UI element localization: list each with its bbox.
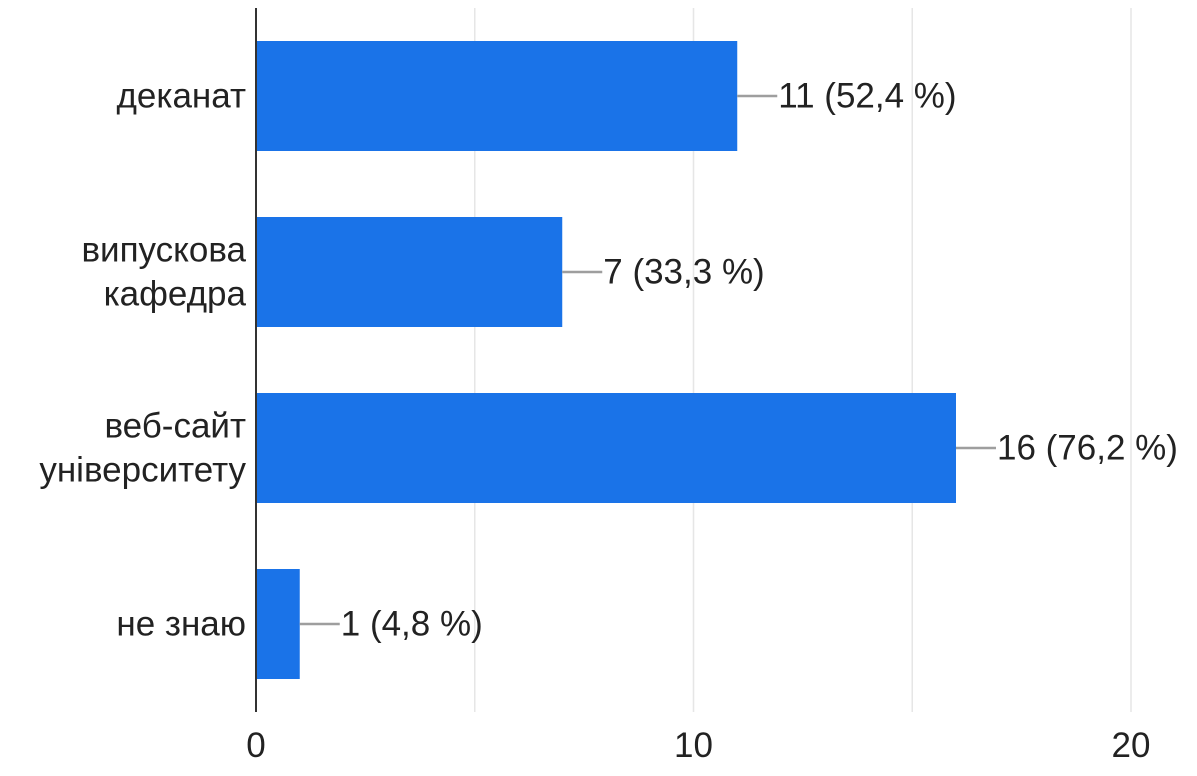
x-tick-label: 20 (1112, 726, 1151, 765)
category-label: випускова кафедра (81, 231, 246, 314)
labels: 11 (52,4 %) деканат 7 (33,3 %) випускова каф… (39, 77, 1178, 644)
data-label: 7 (33,3 %) (603, 253, 764, 292)
category-label-line: веб-сайт (104, 407, 246, 446)
category-label: веб-сайт університету (39, 407, 246, 490)
data-label: 1 (4,8 %) (341, 605, 483, 644)
category-label-line: не знаю (116, 605, 246, 644)
category-label: деканат (117, 77, 247, 116)
bar (256, 569, 300, 679)
x-tick-label: 10 (674, 726, 713, 765)
bar (256, 393, 956, 503)
x-tick-label: 0 (246, 726, 265, 765)
bar (256, 217, 563, 327)
data-label: 11 (52,4 %) (778, 77, 956, 116)
category-label-line: деканат (117, 77, 247, 116)
axes: 0 10 20 (246, 8, 1150, 765)
bar (256, 41, 738, 151)
data-label: 16 (76,2 %) (997, 429, 1178, 468)
category-label: не знаю (116, 605, 246, 644)
category-label-line: випускова (81, 231, 246, 270)
category-label-line: університету (39, 451, 246, 490)
bars (256, 41, 956, 679)
category-label-line: кафедра (104, 275, 247, 314)
